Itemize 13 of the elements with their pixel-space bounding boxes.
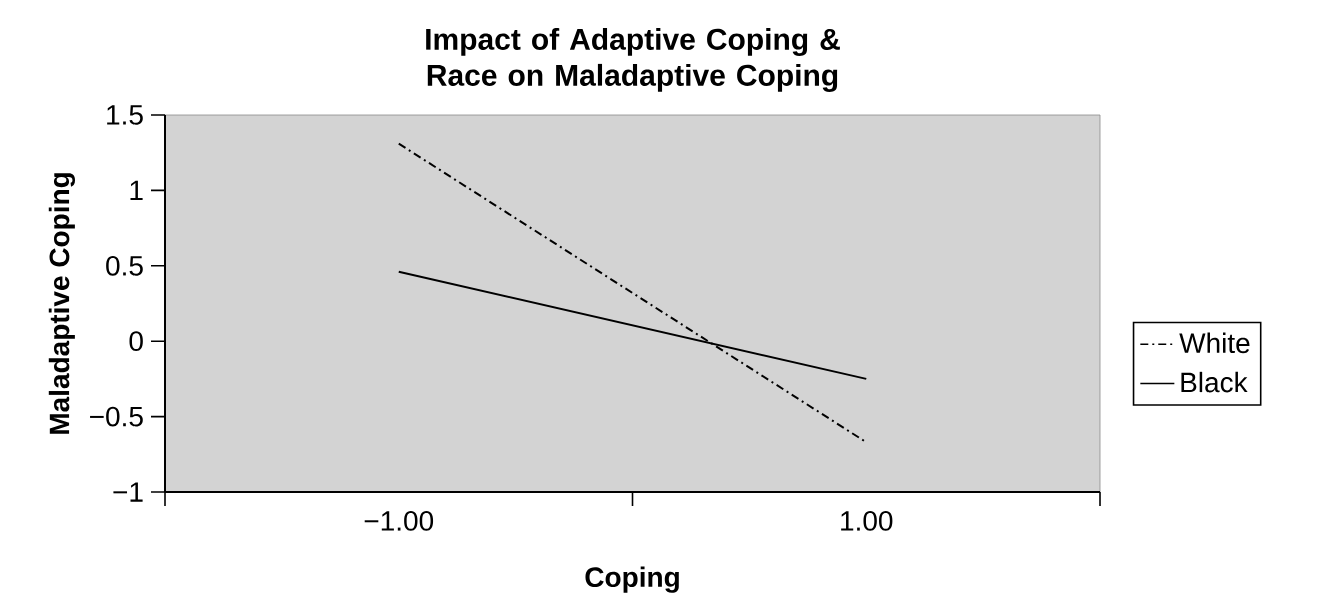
y-tick-label: 1.5 [107,105,143,125]
legend-label: White [1179,332,1250,354]
x-axis-title: Coping [585,566,679,593]
y-tick-label: −1 [113,482,143,502]
x-tick-label: 1.00 [841,511,893,531]
y-tick-label: 1 [130,180,143,201]
x-tick-label: −1.00 [364,511,434,531]
y-tick-label: −0.5 [90,406,143,427]
y-tick-label: 0 [129,331,143,352]
legend-label: Black [1181,371,1248,393]
y-tick-label: 0.5 [106,255,143,276]
y-axis-title: Maladaptive Coping [48,173,76,434]
chart-title: Impact of Adaptive Coping & Race on Maladaptive Coping [426,27,840,92]
